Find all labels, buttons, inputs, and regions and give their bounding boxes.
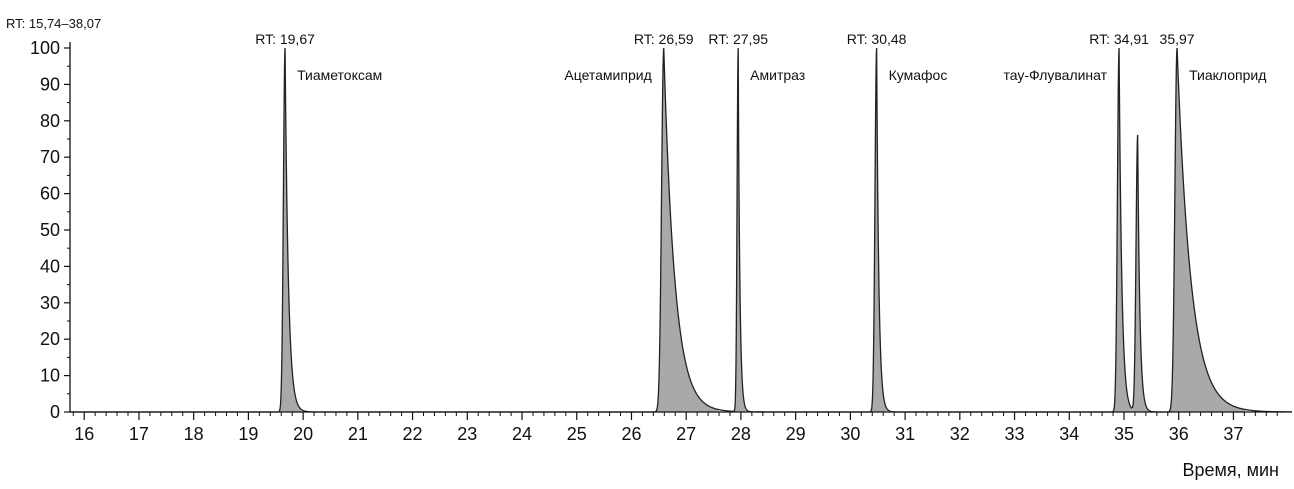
peak-area bbox=[1112, 48, 1133, 412]
x-tick-label: 23 bbox=[457, 424, 477, 444]
x-tick-label: 31 bbox=[895, 424, 915, 444]
x-ticks: 16 17 18 19 20 21 22 23 24 25 26 27 28 29 30 31 32 33 34 35… bbox=[72, 412, 1278, 444]
y-tick-label: 50 bbox=[40, 220, 60, 240]
peak-rt-label: RT: 34,91 bbox=[1089, 31, 1149, 47]
y-tick-label: 0 bbox=[50, 402, 60, 422]
compound-label: Тиаклоприд bbox=[1189, 67, 1266, 83]
peak-rt-label: 35,97 bbox=[1160, 31, 1195, 47]
y-tick-label: 90 bbox=[40, 74, 60, 94]
x-tick-label: 37 bbox=[1223, 424, 1243, 444]
compound-label: Амитраз bbox=[750, 67, 805, 83]
peak-area bbox=[870, 48, 888, 412]
y-tick-label: 30 bbox=[40, 293, 60, 313]
y-tick-label: 10 bbox=[40, 366, 60, 386]
compound-label: Ацетамиприд bbox=[564, 67, 651, 83]
rt-range-label: RT: 15,74–38,07 bbox=[6, 16, 101, 31]
peak-rt-label: RT: 27,95 bbox=[708, 31, 768, 47]
x-tick-label: 25 bbox=[567, 424, 587, 444]
x-tick-label: 34 bbox=[1059, 424, 1079, 444]
x-tick-label: 30 bbox=[840, 424, 860, 444]
peak-area bbox=[1131, 135, 1149, 413]
x-tick-label: 29 bbox=[786, 424, 806, 444]
x-tick-label: 18 bbox=[184, 424, 204, 444]
y-tick-label: 70 bbox=[40, 147, 60, 167]
peak-rt-label: RT: 26,59 bbox=[634, 31, 694, 47]
compound-label: Кумафос bbox=[889, 67, 948, 83]
peak-rt-label: RT: 30,48 bbox=[847, 31, 907, 47]
y-tick-label: 60 bbox=[40, 184, 60, 204]
x-tick-label: 24 bbox=[512, 424, 532, 444]
y-tick-label: 40 bbox=[40, 256, 60, 276]
x-tick-label: 33 bbox=[1005, 424, 1025, 444]
x-axis-label: Время, мин bbox=[1182, 460, 1279, 480]
x-tick-label: 36 bbox=[1169, 424, 1189, 444]
x-tick-label: 27 bbox=[676, 424, 696, 444]
x-tick-label: 32 bbox=[950, 424, 970, 444]
peak-rt-label: RT: 19,67 bbox=[255, 31, 315, 47]
peak-area bbox=[655, 48, 719, 412]
y-tick-label: 100 bbox=[30, 38, 60, 58]
y-tick-label: 80 bbox=[40, 111, 60, 131]
x-tick-label: 21 bbox=[348, 424, 368, 444]
y-ticks: 0 10 20 30 40 50 60 70 80 90 100 bbox=[30, 38, 70, 422]
x-tick-label: 17 bbox=[129, 424, 149, 444]
axes bbox=[69, 42, 1292, 413]
x-tick-label: 20 bbox=[293, 424, 313, 444]
x-tick-label: 35 bbox=[1114, 424, 1134, 444]
x-tick-label: 28 bbox=[731, 424, 751, 444]
y-tick-label: 20 bbox=[40, 329, 60, 349]
x-tick-label: 19 bbox=[238, 424, 258, 444]
x-tick-label: 22 bbox=[403, 424, 423, 444]
peak-area bbox=[1168, 48, 1246, 412]
peak-fills bbox=[278, 48, 1246, 413]
x-tick-label: 26 bbox=[621, 424, 641, 444]
compound-label: Тиаметоксам bbox=[297, 67, 382, 83]
compound-label: тау-Флувалинат bbox=[1003, 67, 1107, 83]
x-tick-label: 16 bbox=[74, 424, 94, 444]
peak-labels: RT: 19,67 Тиаметоксам RT: 26,59 Ацетамиприд… bbox=[255, 31, 1266, 83]
